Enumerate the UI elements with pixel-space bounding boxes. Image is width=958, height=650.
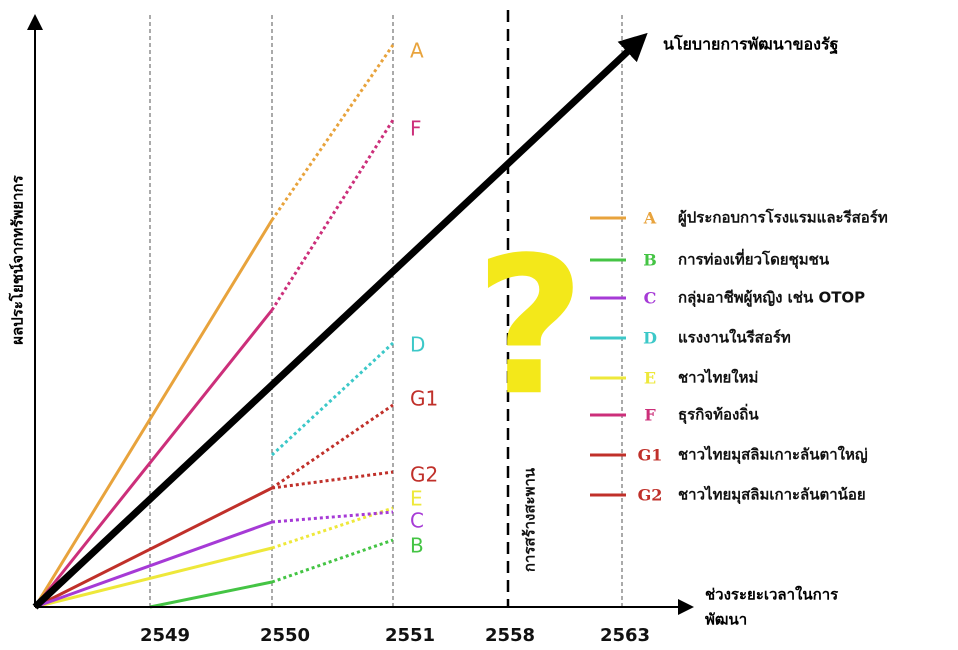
x-tick: 2551 xyxy=(385,625,435,646)
legend-key: D xyxy=(643,329,657,348)
line-labels: A F D G1 G2 E C B xyxy=(410,39,438,558)
line-label: B xyxy=(410,534,424,558)
legend: A ผู้ประกอบการโรงแรมและรีสอร์ท B การท่องเที… xyxy=(590,208,888,505)
question-mark: ? xyxy=(475,216,585,437)
legend-label: ผู้ประกอบการโรงแรมและรีสอร์ท xyxy=(678,208,888,228)
line-label: F xyxy=(410,117,422,141)
line-label: G2 xyxy=(410,463,438,487)
line-label: D xyxy=(410,333,425,357)
x-tick: 2563 xyxy=(600,625,650,646)
bridge-label: การสร้างสะพาน xyxy=(521,467,539,572)
legend-label: แรงงานในรีสอร์ท xyxy=(678,329,791,347)
legend-label: ชาวไทยใหม่ xyxy=(678,368,758,387)
legend-key: G2 xyxy=(638,486,663,505)
legend-label: ชาวไทยมุสลิมเกาะลันตาใหญ่ xyxy=(678,445,868,465)
x-axis-label: ช่วงระยะเวลาในการ xyxy=(705,586,839,604)
line-label: A xyxy=(410,39,424,63)
x-tick: 2558 xyxy=(485,625,535,646)
legend-label: กลุ่มอาชีพผู้หญิง เช่น OTOP xyxy=(678,289,865,308)
line-label: E xyxy=(410,487,423,511)
line-label: G1 xyxy=(410,387,438,411)
legend-key: A xyxy=(643,209,657,228)
legend-label: ธุรกิจท้องถิ่น xyxy=(678,404,759,425)
legend-key: E xyxy=(644,369,656,388)
legend-label: การท่องเที่ยวโดยชุมชน xyxy=(678,249,830,270)
lines xyxy=(33,44,395,609)
x-tick: 2549 xyxy=(140,625,190,646)
line-label: C xyxy=(410,509,424,533)
legend-label: ชาวไทยมุสลิมเกาะลันตาน้อย xyxy=(678,485,866,505)
policy-label: นโยบายการพัฒนาของรัฐ xyxy=(663,34,839,55)
x-tick: 2550 xyxy=(260,625,310,646)
guides xyxy=(149,15,623,607)
y-axis-label: ผลประโยชน์จากทรัพยากร xyxy=(8,174,27,344)
legend-key: F xyxy=(644,406,656,425)
legend-key: B xyxy=(643,251,657,270)
x-ticks: 2549 2550 2551 2558 2563 xyxy=(140,625,650,646)
legend-key: C xyxy=(644,289,657,308)
policy-arrow xyxy=(32,32,648,610)
x-axis-label: พัฒนา xyxy=(705,611,747,629)
legend-key: G1 xyxy=(638,446,663,465)
